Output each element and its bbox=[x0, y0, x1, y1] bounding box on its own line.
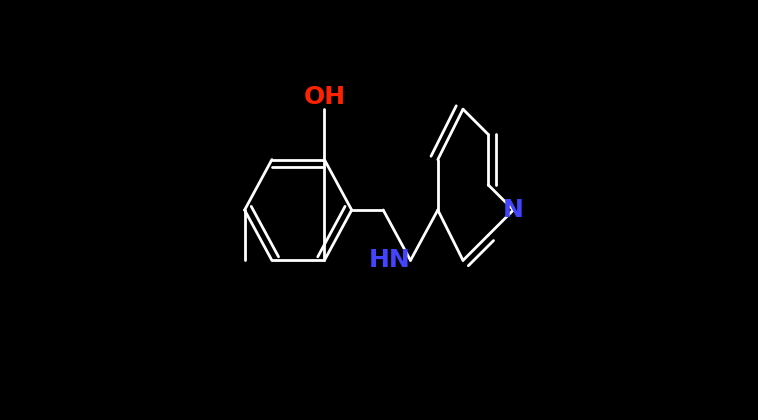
Text: N: N bbox=[503, 198, 524, 222]
Text: OH: OH bbox=[303, 85, 346, 109]
Text: HN: HN bbox=[368, 248, 411, 273]
